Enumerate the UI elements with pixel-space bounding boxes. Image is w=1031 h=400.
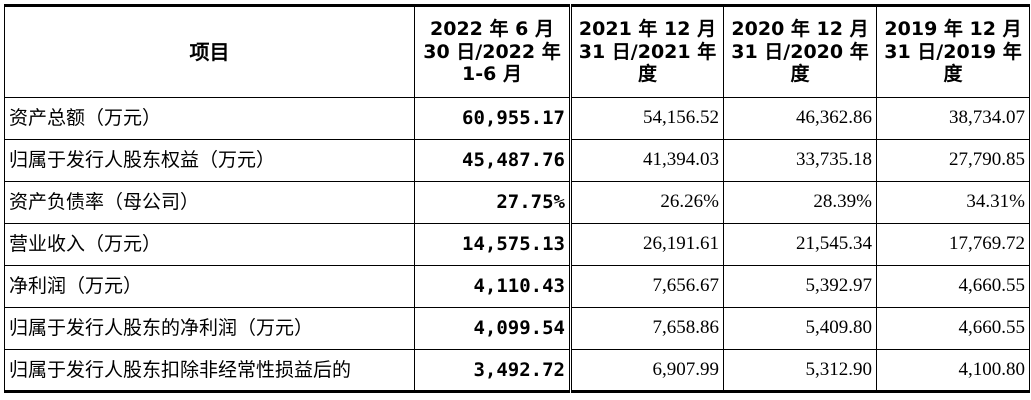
cell-2019: 4,660.55 xyxy=(876,265,1030,308)
cell-2021: 41,394.03 xyxy=(570,139,724,182)
cell-2021: 26,191.61 xyxy=(570,223,724,266)
table-row: 资产总额（万元） 60,955.17 54,156.52 46,362.86 3… xyxy=(4,97,1030,140)
cell-2022-h1: 4,099.54 xyxy=(414,307,572,350)
header-2020: 2020 年 12 月 31 日/2020 年度 xyxy=(723,5,877,98)
table-row: 资产负债率（母公司） 27.75% 26.26% 28.39% 34.31% xyxy=(4,181,1030,224)
cell-2021: 7,656.67 xyxy=(570,265,724,308)
cell-2021: 26.26% xyxy=(570,181,724,224)
cell-2020: 5,409.80 xyxy=(723,307,877,350)
row-label: 资产总额（万元） xyxy=(4,97,415,140)
cell-2019: 27,790.85 xyxy=(876,139,1030,182)
cell-2022-h1: 45,487.76 xyxy=(414,139,572,182)
financial-summary-table: 项目 2022 年 6 月 30 日/2022 年 1-6 月 2021 年 1… xyxy=(4,4,1030,393)
cell-2021: 6,907.99 xyxy=(570,349,724,392)
cell-2022-h1: 60,955.17 xyxy=(414,97,572,140)
header-2019: 2019 年 12 月 31 日/2019 年度 xyxy=(876,5,1030,98)
row-label: 营业收入（万元） xyxy=(4,223,415,266)
row-label: 归属于发行人股东扣除非经常性损益后的 xyxy=(4,349,415,392)
cell-2020: 5,312.90 xyxy=(723,349,877,392)
cell-2021: 7,658.86 xyxy=(570,307,724,350)
row-label: 归属于发行人股东权益（万元） xyxy=(4,139,415,182)
cell-2022-h1: 27.75% xyxy=(414,181,572,224)
header-2021: 2021 年 12 月 31 日/2021 年度 xyxy=(569,5,724,98)
cell-2020: 46,362.86 xyxy=(723,97,877,140)
table-row: 归属于发行人股东的净利润（万元） 4,099.54 7,658.86 5,409… xyxy=(4,307,1030,350)
cell-2019: 17,769.72 xyxy=(876,223,1030,266)
row-label: 资产负债率（母公司） xyxy=(4,181,415,224)
table-row: 归属于发行人股东扣除非经常性损益后的 3,492.72 6,907.99 5,3… xyxy=(4,349,1030,392)
cell-2022-h1: 3,492.72 xyxy=(414,349,572,392)
cell-2020: 33,735.18 xyxy=(723,139,877,182)
row-label: 归属于发行人股东的净利润（万元） xyxy=(4,307,415,350)
cell-2020: 5,392.97 xyxy=(723,265,877,308)
row-label: 净利润（万元） xyxy=(4,265,415,308)
cell-2019: 4,100.80 xyxy=(876,349,1030,392)
table-row: 归属于发行人股东权益（万元） 45,487.76 41,394.03 33,73… xyxy=(4,139,1030,182)
table-header-row: 项目 2022 年 6 月 30 日/2022 年 1-6 月 2021 年 1… xyxy=(4,5,1030,98)
table-row: 净利润（万元） 4,110.43 7,656.67 5,392.97 4,660… xyxy=(4,265,1030,308)
header-2022-h1: 2022 年 6 月 30 日/2022 年 1-6 月 xyxy=(414,5,571,98)
cell-2021: 54,156.52 xyxy=(570,97,724,140)
cell-2019: 4,660.55 xyxy=(876,307,1030,350)
cell-2022-h1: 4,110.43 xyxy=(414,265,572,308)
cell-2019: 38,734.07 xyxy=(876,97,1030,140)
table-row: 营业收入（万元） 14,575.13 26,191.61 21,545.34 1… xyxy=(4,223,1030,266)
cell-2019: 34.31% xyxy=(876,181,1030,224)
cell-2022-h1: 14,575.13 xyxy=(414,223,572,266)
header-item: 项目 xyxy=(4,5,415,98)
cell-2020: 28.39% xyxy=(723,181,877,224)
cell-2020: 21,545.34 xyxy=(723,223,877,266)
